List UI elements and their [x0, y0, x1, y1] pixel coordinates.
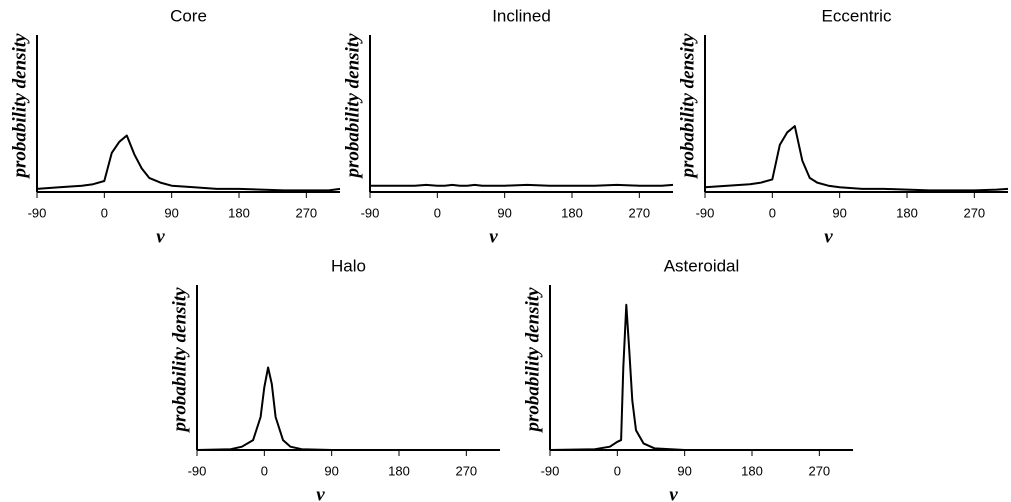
chart-title: Halo — [331, 256, 366, 275]
y-axis-label: probability density — [522, 287, 543, 434]
x-tick-label: 180 — [896, 205, 918, 220]
x-tick-label: -90 — [188, 463, 207, 478]
x-tick-label: 0 — [614, 463, 621, 478]
density-line — [704, 125, 1009, 192]
density-line — [549, 303, 853, 451]
x-axis-label: v — [824, 226, 833, 247]
x-tick-label: 270 — [963, 205, 985, 220]
density-line — [36, 134, 341, 192]
x-tick-label: 0 — [769, 205, 776, 220]
chart-title: Core — [170, 6, 207, 25]
x-axis-label: v — [156, 226, 165, 247]
x-tick-label: 90 — [324, 463, 338, 478]
x-tick-label: 0 — [261, 463, 268, 478]
x-tick-label: -90 — [696, 205, 715, 220]
x-tick-label: 180 — [388, 463, 410, 478]
x-tick-label: 180 — [228, 205, 250, 220]
density-line — [370, 183, 674, 187]
y-axis-label: probability density — [169, 287, 190, 434]
x-tick-label: -90 — [28, 205, 47, 220]
x-tick-label: 90 — [832, 205, 846, 220]
density-line — [196, 366, 500, 451]
x-tick-label: 270 — [808, 463, 830, 478]
chart-title: Asteroidal — [664, 256, 740, 275]
x-tick-label: 90 — [497, 205, 511, 220]
x-tick-label: 0 — [434, 205, 441, 220]
y-axis-label: probability density — [677, 33, 698, 180]
x-tick-label: 90 — [164, 205, 178, 220]
x-axis-label: v — [316, 484, 325, 502]
x-tick-label: -90 — [361, 205, 380, 220]
y-axis-label: probability density — [342, 33, 363, 180]
y-axis-label: probability density — [9, 33, 30, 180]
x-tick-label: -90 — [541, 463, 560, 478]
chart-title: Eccentric — [822, 6, 892, 25]
x-tick-label: 90 — [677, 463, 691, 478]
x-tick-label: 0 — [101, 205, 108, 220]
x-tick-label: 270 — [455, 463, 477, 478]
chart-title: Inclined — [492, 6, 551, 25]
x-tick-label: 270 — [628, 205, 650, 220]
x-axis-label: v — [489, 226, 498, 247]
x-tick-label: 180 — [741, 463, 763, 478]
x-tick-label: 180 — [561, 205, 583, 220]
x-axis-label: v — [669, 484, 678, 502]
x-tick-label: 270 — [295, 205, 317, 220]
